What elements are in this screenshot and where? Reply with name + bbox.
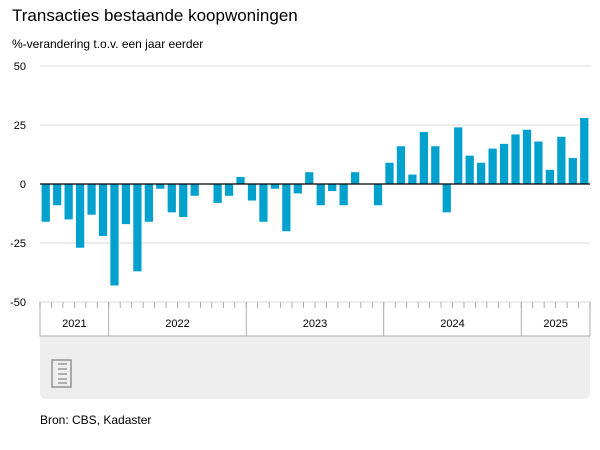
bar	[75, 184, 85, 248]
y-tick-label: -50	[10, 297, 26, 309]
x-tick-label: 2022	[165, 318, 189, 330]
bar	[224, 184, 234, 196]
y-tick-label: 50	[14, 61, 26, 73]
bar	[350, 172, 360, 184]
bar	[190, 184, 199, 196]
bar	[385, 162, 394, 184]
bar	[87, 184, 96, 215]
bar	[282, 184, 291, 232]
source-note: Bron: CBS, Kadaster	[40, 413, 152, 427]
bar	[98, 184, 108, 236]
bar	[213, 184, 222, 203]
bar	[64, 184, 73, 220]
chart-subtitle: %-verandering t.o.v. een jaar eerder	[12, 37, 204, 51]
bar	[408, 174, 417, 184]
bar	[121, 184, 131, 225]
bar	[293, 184, 302, 194]
chart-title: Transacties bestaande koopwoningen	[12, 6, 298, 25]
bar	[534, 141, 543, 184]
bar	[236, 176, 245, 184]
bar	[522, 129, 532, 184]
bar	[259, 184, 268, 222]
bar	[167, 184, 176, 213]
bar	[419, 132, 428, 184]
bar	[270, 184, 280, 189]
bar	[110, 184, 119, 286]
bar	[442, 184, 451, 213]
y-tick-label: 25	[14, 120, 26, 132]
x-tick-label: 2024	[440, 318, 464, 330]
x-tick-label: 2021	[62, 318, 86, 330]
bar	[316, 184, 325, 206]
bar	[144, 184, 153, 222]
y-tick-label: -25	[10, 238, 26, 250]
bar	[328, 184, 337, 192]
bar	[156, 184, 165, 189]
bar	[454, 127, 463, 184]
bar	[339, 184, 348, 206]
bar	[499, 143, 509, 184]
bar	[247, 184, 257, 201]
bar	[133, 184, 142, 272]
bar	[373, 184, 383, 206]
x-tick-label: 2023	[303, 318, 327, 330]
bar	[465, 155, 474, 184]
bar	[53, 184, 62, 206]
bar	[545, 169, 555, 184]
bar	[305, 172, 314, 184]
bar	[488, 148, 497, 184]
bar	[431, 146, 440, 184]
x-tick-label: 2025	[543, 318, 567, 330]
bar	[557, 136, 566, 184]
bar	[568, 158, 577, 184]
bar	[511, 134, 520, 184]
bar	[41, 184, 50, 222]
bar	[396, 146, 406, 184]
cbs-logo-icon	[51, 359, 72, 388]
bar	[179, 184, 188, 218]
bar	[580, 117, 589, 184]
y-tick-label: 0	[20, 179, 26, 191]
bar	[477, 162, 486, 184]
